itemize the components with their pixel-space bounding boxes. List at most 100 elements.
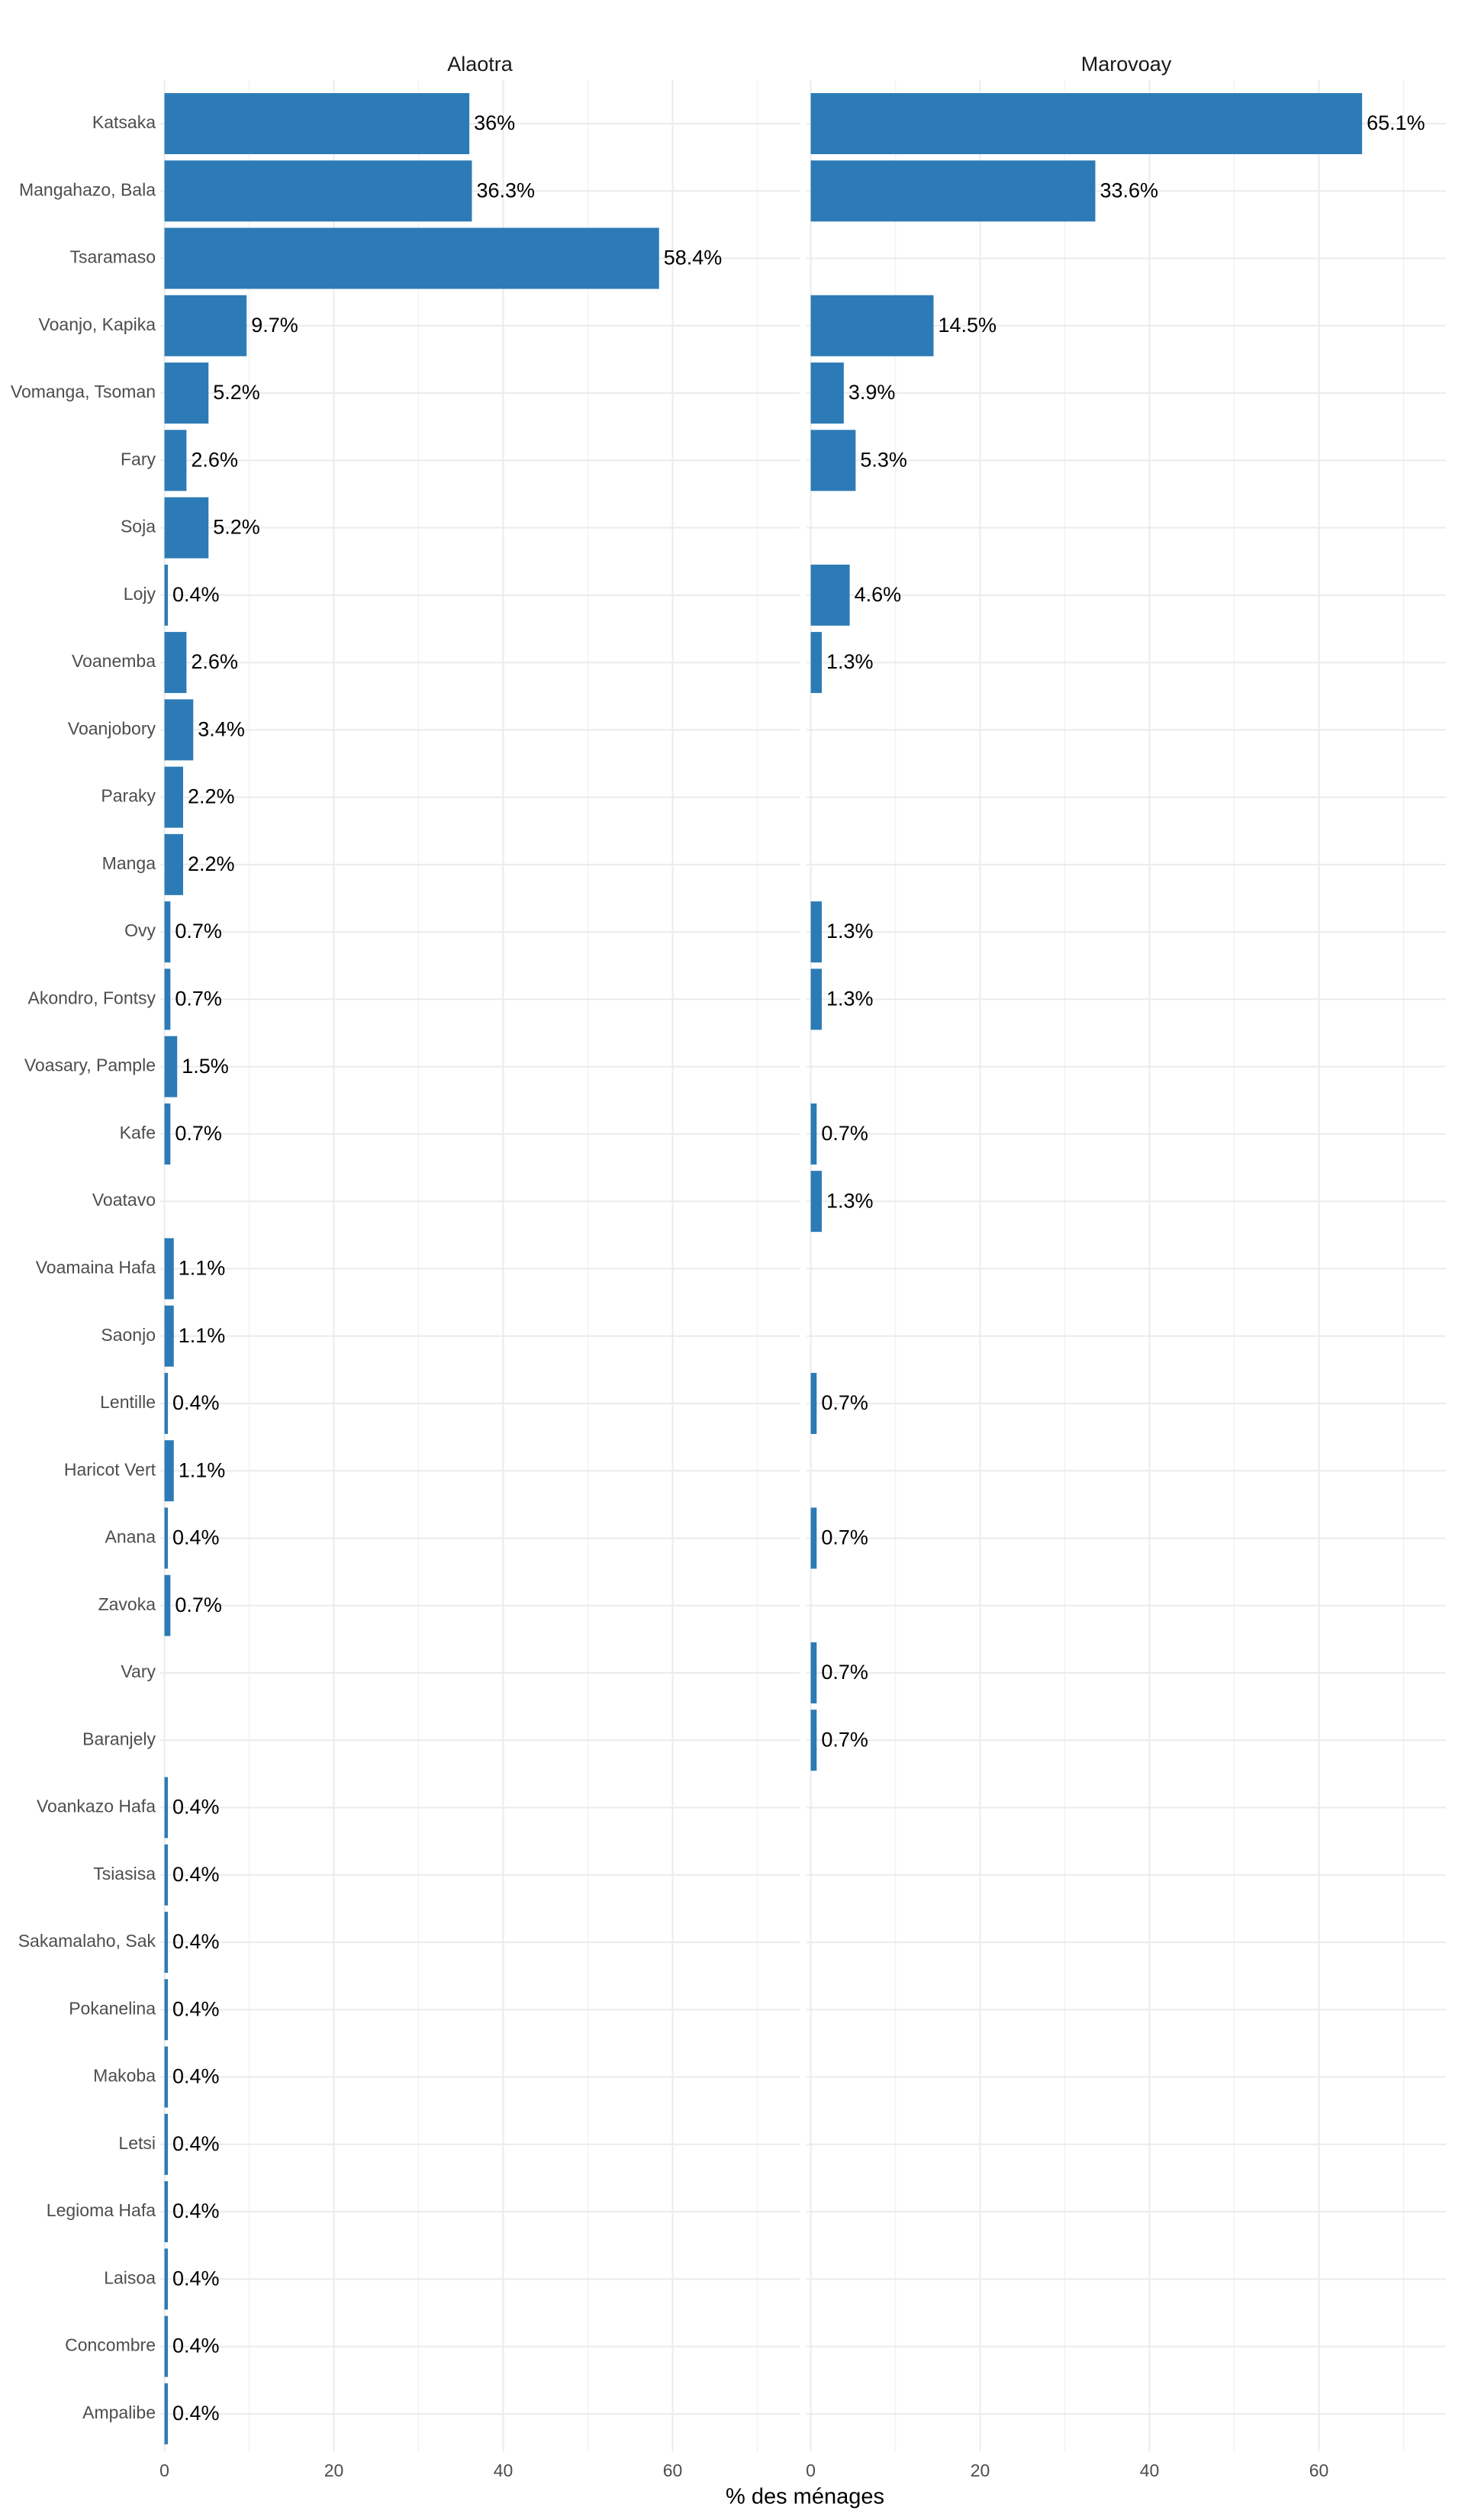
value-label: 58.4%: [664, 247, 723, 269]
value-label: 2.2%: [188, 852, 235, 875]
bar: [164, 766, 183, 828]
value-label: 0.7%: [821, 1122, 868, 1145]
bar: [164, 2046, 168, 2108]
y-tick-label: Kafe: [120, 1123, 156, 1142]
value-label: 1.1%: [179, 1458, 226, 1481]
bar: [164, 2383, 168, 2444]
bar: [810, 363, 844, 424]
x-tick-label: 60: [663, 2460, 683, 2480]
value-label: 14.5%: [938, 314, 997, 337]
value-label: 0.7%: [821, 1526, 868, 1549]
value-label: 36.3%: [476, 179, 535, 201]
bar: [164, 1777, 168, 1838]
value-label: 2.6%: [191, 650, 238, 673]
facet-title: Marovoay: [1081, 53, 1172, 76]
bar: [164, 2181, 168, 2243]
x-tick-label: 20: [971, 2460, 990, 2480]
value-label: 36%: [474, 111, 515, 134]
value-label: 0.4%: [172, 2199, 220, 2222]
y-tick-label: Voatavo: [92, 1190, 156, 1210]
bar: [810, 160, 1096, 222]
value-label: 0.4%: [172, 2267, 220, 2290]
x-tick-label: 20: [324, 2460, 344, 2480]
x-tick-label: 40: [1140, 2460, 1160, 2480]
x-tick-label: 0: [806, 2460, 816, 2480]
y-tick-label: Sakamalaho, Sak: [18, 1931, 156, 1951]
y-tick-label: Vomanga, Tsoman: [11, 382, 156, 401]
bar: [810, 1507, 817, 1569]
bar: [164, 1574, 171, 1636]
value-label: 2.6%: [191, 448, 238, 471]
value-label: 1.3%: [826, 1189, 874, 1212]
bar: [164, 1912, 168, 1974]
x-tick-label: 60: [1309, 2460, 1329, 2480]
bar: [164, 968, 171, 1030]
x-axis-label: % des ménages: [726, 2485, 884, 2509]
x-tick-label: 0: [159, 2460, 169, 2480]
value-label: 0.4%: [172, 1796, 220, 1819]
y-tick-label: Ovy: [124, 920, 156, 940]
bar: [164, 2113, 168, 2175]
value-label: 2.2%: [188, 785, 235, 808]
y-tick-label: Mangahazo, Bala: [19, 179, 156, 199]
value-label: 0.7%: [821, 1661, 868, 1684]
value-label: 4.6%: [855, 583, 902, 606]
bar: [164, 1844, 168, 1906]
bar: [164, 1103, 171, 1165]
bar: [164, 1440, 174, 1502]
bar: [810, 1372, 817, 1434]
bar: [164, 1507, 168, 1569]
bar: [164, 2315, 168, 2377]
y-tick-label: Saonjo: [101, 1325, 156, 1345]
value-label: 0.4%: [172, 2402, 220, 2425]
bar: [810, 1103, 817, 1165]
value-label: 0.7%: [175, 920, 222, 943]
bar: [810, 295, 934, 356]
y-tick-label: Letsi: [118, 2133, 156, 2153]
y-tick-label: Akondro, Fontsy: [28, 988, 156, 1007]
y-tick-label: Voasary, Pample: [24, 1055, 156, 1075]
bar: [810, 93, 1363, 154]
y-tick-label: Katsaka: [92, 112, 156, 132]
bar: [810, 632, 822, 694]
value-label: 0.4%: [172, 583, 220, 606]
bar: [164, 699, 194, 761]
y-tick-label: Baranjely: [82, 1729, 156, 1748]
bar: [164, 1372, 168, 1434]
bar: [810, 430, 856, 491]
y-tick-label: Voanemba: [72, 651, 156, 671]
value-label: 0.7%: [821, 1391, 868, 1414]
y-tick-label: Haricot Vert: [64, 1459, 156, 1479]
bar: [810, 901, 822, 963]
y-tick-label: Fary: [121, 449, 156, 469]
y-tick-label: Makoba: [93, 2066, 156, 2086]
bar: [810, 968, 822, 1030]
value-label: 9.7%: [251, 314, 298, 337]
value-label: 0.4%: [172, 2065, 220, 2088]
y-tick-label: Voamaina Hafa: [36, 1257, 156, 1277]
value-label: 0.7%: [175, 988, 222, 1010]
bar: [810, 1171, 822, 1233]
value-label: 0.4%: [172, 1391, 220, 1414]
value-label: 65.1%: [1367, 111, 1425, 134]
value-label: 0.4%: [172, 1930, 220, 1953]
bar: [164, 363, 209, 424]
value-label: 1.3%: [826, 650, 874, 673]
y-tick-label: Lentille: [100, 1392, 156, 1412]
y-tick-label: Voanjobory: [68, 718, 156, 738]
bar: [810, 564, 850, 626]
bar: [164, 1305, 174, 1367]
facet-title: Alaotra: [447, 53, 514, 76]
bar: [810, 1710, 817, 1771]
value-label: 1.3%: [826, 988, 874, 1010]
value-label: 3.9%: [848, 381, 896, 404]
value-label: 0.7%: [175, 1594, 222, 1616]
bar: [164, 227, 659, 289]
value-label: 1.1%: [179, 1257, 226, 1280]
y-tick-label: Concombre: [65, 2335, 156, 2355]
y-tick-label: Legioma Hafa: [47, 2200, 156, 2220]
value-label: 5.3%: [860, 448, 907, 471]
y-tick-label: Vary: [121, 1661, 156, 1681]
y-tick-label: Anana: [105, 1527, 156, 1547]
